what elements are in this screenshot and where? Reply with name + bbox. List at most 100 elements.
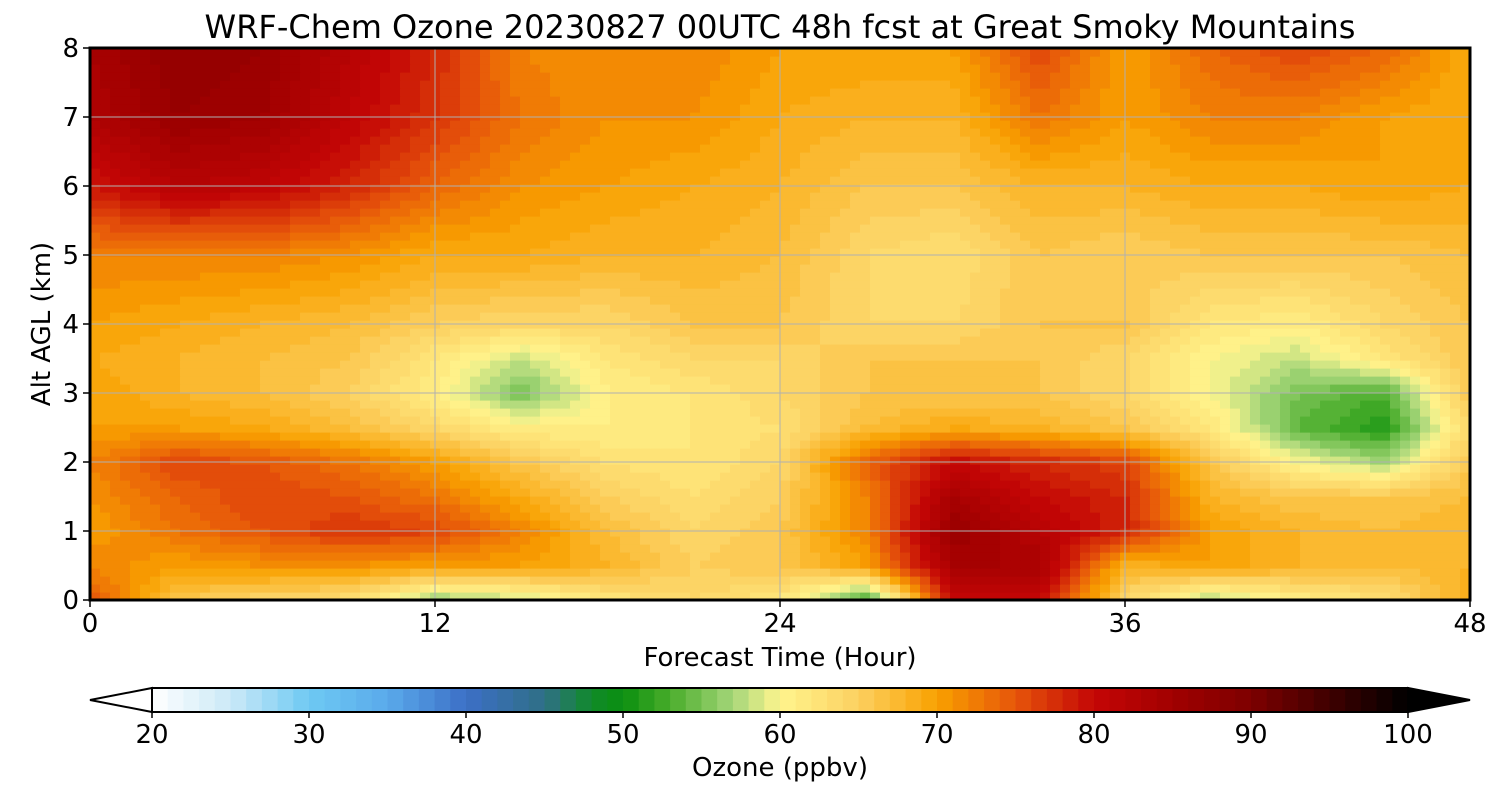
heatmap-cell <box>360 416 371 425</box>
heatmap-cell <box>580 464 591 473</box>
heatmap-cell <box>640 536 651 545</box>
heatmap-cell <box>560 408 571 417</box>
heatmap-cell <box>1140 512 1151 521</box>
heatmap-cell <box>510 344 521 353</box>
heatmap-cell <box>530 528 541 537</box>
heatmap-cell <box>290 304 301 313</box>
heatmap-cell <box>630 336 641 345</box>
heatmap-cell <box>1050 312 1061 321</box>
heatmap-cell <box>1070 344 1081 353</box>
heatmap-cell <box>370 440 381 449</box>
heatmap-cell <box>830 480 841 489</box>
heatmap-cell <box>240 544 251 553</box>
heatmap-cell <box>380 592 391 600</box>
heatmap-cell <box>200 328 211 337</box>
heatmap-cell <box>1240 504 1251 513</box>
heatmap-cell <box>280 560 291 569</box>
heatmap-cell <box>250 368 261 377</box>
heatmap-cell <box>460 432 471 441</box>
heatmap-cell <box>160 376 171 385</box>
heatmap-cell <box>170 480 181 489</box>
heatmap-cell <box>1200 472 1211 481</box>
heatmap-cell <box>380 584 391 593</box>
heatmap-cell <box>1000 544 1011 553</box>
heatmap-cell <box>150 576 161 585</box>
heatmap-cell <box>1210 512 1221 521</box>
heatmap-cell <box>820 536 831 545</box>
heatmap-cell <box>1070 496 1081 505</box>
heatmap-cell <box>240 384 251 393</box>
heatmap-cell <box>1170 328 1181 337</box>
heatmap-cell <box>230 440 241 449</box>
heatmap-cell <box>520 336 531 345</box>
heatmap-cell <box>830 416 841 425</box>
heatmap-cell <box>1420 384 1431 393</box>
heatmap-cell <box>820 528 831 537</box>
heatmap-cell <box>860 408 871 417</box>
heatmap-cell <box>1100 544 1111 553</box>
heatmap-cell <box>250 408 261 417</box>
heatmap-cell <box>1160 368 1171 377</box>
heatmap-cell <box>960 456 971 465</box>
heatmap-cell <box>210 576 221 585</box>
heatmap-cell <box>540 496 551 505</box>
heatmap-cell <box>400 520 411 529</box>
heatmap-cell <box>140 432 151 441</box>
heatmap-cell <box>1400 328 1411 337</box>
heatmap-cell <box>390 576 401 585</box>
heatmap-cell <box>740 336 751 345</box>
heatmap-cell <box>470 352 481 361</box>
heatmap-cell <box>690 448 701 457</box>
heatmap-cell <box>1200 464 1211 473</box>
heatmap-cell <box>200 552 211 561</box>
heatmap-cell <box>510 512 521 521</box>
heatmap-cell <box>1380 432 1391 441</box>
heatmap-cell <box>130 576 141 585</box>
heatmap-cell <box>260 584 271 593</box>
heatmap-cell <box>1300 560 1311 569</box>
heatmap-cell <box>480 448 491 457</box>
heatmap-cell <box>920 480 931 489</box>
heatmap-cell <box>1030 408 1041 417</box>
heatmap-cell <box>1390 576 1401 585</box>
heatmap-cell <box>1320 416 1331 425</box>
heatmap-cell <box>830 384 841 393</box>
heatmap-cell <box>260 424 271 433</box>
heatmap-cell <box>560 536 571 545</box>
heatmap-cell <box>1460 400 1470 409</box>
heatmap-cell <box>590 512 601 521</box>
heatmap-cell <box>950 336 961 345</box>
heatmap-cell <box>530 408 541 417</box>
heatmap-cell <box>590 560 601 569</box>
heatmap-cell <box>850 488 861 497</box>
heatmap-cell <box>220 448 231 457</box>
heatmap-cell <box>450 424 461 433</box>
heatmap-cell <box>920 448 931 457</box>
heatmap-cell <box>190 400 201 409</box>
heatmap-cell <box>580 456 591 465</box>
heatmap-cell <box>1070 400 1081 409</box>
heatmap-cell <box>1220 592 1231 600</box>
heatmap-cell <box>1160 472 1171 481</box>
heatmap-cell <box>540 368 551 377</box>
heatmap-cell <box>1450 496 1461 505</box>
heatmap-cell <box>1100 520 1111 529</box>
heatmap-cell <box>1180 384 1191 393</box>
heatmap-cell <box>1280 520 1291 529</box>
heatmap-cell <box>340 432 351 441</box>
heatmap-cell <box>790 344 801 353</box>
heatmap-cell <box>1040 512 1051 521</box>
heatmap-cell <box>1210 400 1221 409</box>
heatmap-cell <box>880 520 891 529</box>
heatmap-cell <box>550 528 561 537</box>
heatmap-cell <box>1300 496 1311 505</box>
heatmap-cell <box>200 344 211 353</box>
heatmap-cell <box>1450 352 1461 361</box>
heatmap-cell <box>340 376 351 385</box>
heatmap-cell <box>790 504 801 513</box>
heatmap-cell <box>680 504 691 513</box>
heatmap-cell <box>1180 496 1191 505</box>
heatmap-cell <box>210 528 221 537</box>
heatmap-cell <box>1110 536 1121 545</box>
heatmap-cell <box>1400 352 1411 361</box>
